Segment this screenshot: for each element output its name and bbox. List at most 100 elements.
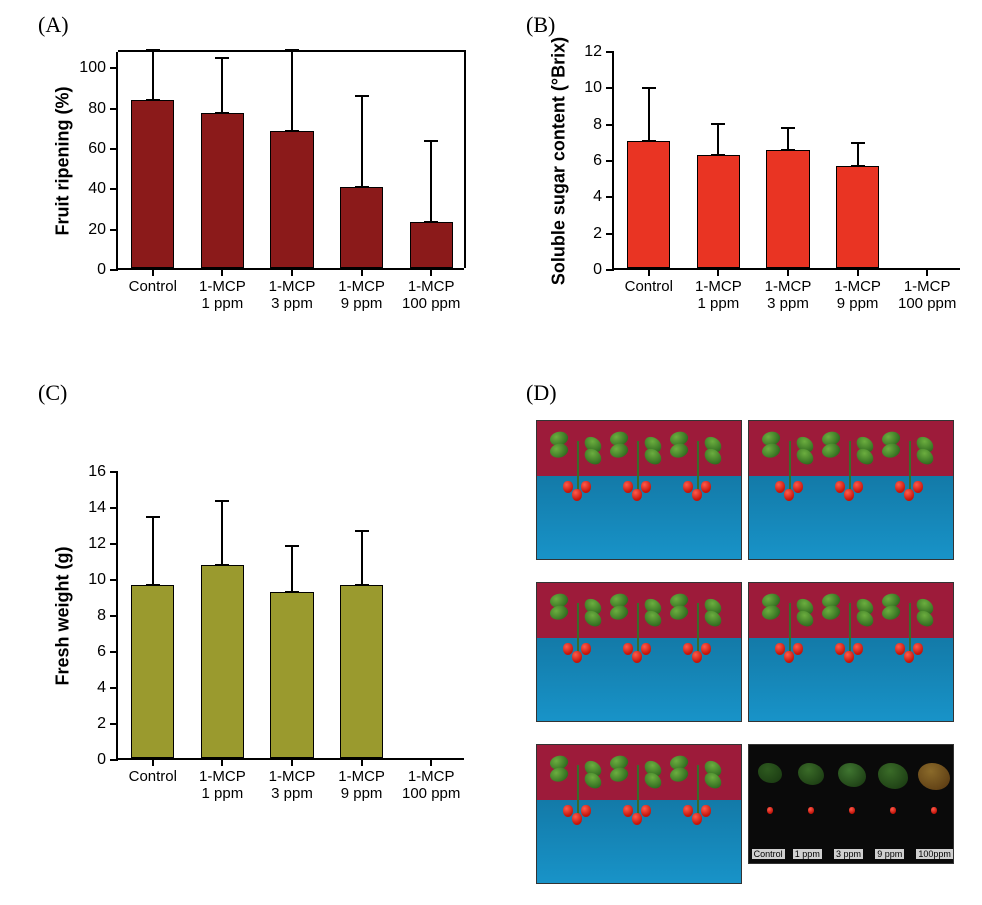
xtick-label: Control (129, 758, 177, 785)
error-cap (424, 221, 438, 223)
chart-b: 024681012Soluble sugar content (°Brix)Co… (612, 52, 960, 270)
error-cap (215, 112, 229, 114)
y-axis-label: Soluble sugar content (°Brix) (549, 37, 570, 285)
bar-group (131, 52, 174, 268)
y-axis-label: Fruit ripening (%) (53, 87, 74, 236)
xtick-label: 1-MCP 1 ppm (695, 268, 742, 313)
error-bar (430, 141, 432, 222)
xtick-label: 1-MCP 3 ppm (269, 268, 316, 313)
photo-plant: 9 ppm (748, 582, 954, 722)
error-cap (711, 123, 725, 125)
error-cap (285, 591, 299, 593)
error-cap (355, 186, 369, 188)
ytick-label: 10 (584, 79, 614, 97)
ytick-label: 8 (593, 116, 614, 134)
panel-a-label: (A) (38, 12, 69, 38)
figure-root: (A) 020406080100Fruit ripening (%)Contro… (0, 0, 982, 905)
panel-b-label: (B) (526, 12, 555, 38)
bar-group (340, 472, 383, 758)
ytick-label: 0 (97, 261, 118, 279)
bar (697, 155, 740, 268)
bar-group (131, 472, 174, 758)
error-bar (361, 531, 363, 585)
ytick-label: 6 (593, 152, 614, 170)
bar (766, 150, 809, 268)
ytick-label: 2 (97, 715, 118, 733)
error-cap (781, 127, 795, 129)
xtick-label: 1-MCP 1 ppm (199, 268, 246, 313)
panel-c-label: (C) (38, 380, 67, 406)
error-bar (648, 88, 650, 141)
bar-group (410, 472, 453, 758)
bar-group (836, 52, 879, 268)
bar (201, 113, 244, 268)
bar-group (270, 52, 313, 268)
error-cap (285, 49, 299, 51)
mini-label: 3 ppm (834, 849, 863, 859)
mini-label: 100ppm (916, 849, 953, 859)
error-bar (152, 50, 154, 100)
xtick-label: 1-MCP 9 ppm (338, 268, 385, 313)
mini-label: 9 ppm (875, 849, 904, 859)
xtick-label: Control (625, 268, 673, 295)
error-cap (215, 57, 229, 59)
xtick-label: 1-MCP 9 ppm (338, 758, 385, 803)
error-cap (424, 140, 438, 142)
error-cap (781, 149, 795, 151)
ytick-label: 80 (88, 100, 118, 118)
bar-group (201, 472, 244, 758)
bar (131, 585, 174, 758)
bar-group (201, 52, 244, 268)
bar-group (766, 52, 809, 268)
error-cap (146, 584, 160, 586)
xtick-label: 1-MCP 100 ppm (898, 268, 956, 313)
bar (131, 100, 174, 268)
ytick-label: 16 (88, 463, 118, 481)
bar (627, 141, 670, 268)
error-cap (146, 99, 160, 101)
ytick-label: 20 (88, 221, 118, 239)
ytick-label: 4 (97, 679, 118, 697)
bar-group (627, 52, 670, 268)
bar (340, 585, 383, 758)
xtick-label: 1-MCP 100 ppm (402, 268, 460, 313)
bar (340, 187, 383, 268)
ytick-label: 12 (584, 43, 614, 61)
xtick-label: 1-MCP 100 ppm (402, 758, 460, 803)
bar-group (697, 52, 740, 268)
error-cap (285, 545, 299, 547)
bar-group (270, 472, 313, 758)
error-cap (146, 516, 160, 518)
bar (836, 166, 879, 268)
ytick-label: 8 (97, 607, 118, 625)
error-cap (215, 564, 229, 566)
mini-label: 1 ppm (793, 849, 822, 859)
error-cap (851, 142, 865, 144)
bar-group (410, 52, 453, 268)
photo-plant: 1 ppm (748, 420, 954, 560)
error-cap (642, 87, 656, 89)
error-bar (221, 501, 223, 566)
error-cap (851, 165, 865, 167)
error-bar (717, 125, 719, 156)
photo-leaf-comparison: Control1 ppm3 ppm9 ppm100ppm (748, 744, 954, 864)
chart-a: 020406080100Fruit ripening (%)Control1-M… (116, 52, 464, 270)
error-bar (152, 517, 154, 585)
error-cap (642, 140, 656, 142)
error-bar (857, 143, 859, 167)
error-cap (355, 95, 369, 97)
chart-c: 0246810121416Fresh weight (g)Control1-MC… (116, 472, 464, 760)
ytick-label: 60 (88, 140, 118, 158)
ytick-label: 0 (593, 261, 614, 279)
ytick-label: 10 (88, 571, 118, 589)
error-bar (291, 546, 293, 593)
photo-plant: 3 ppm (536, 582, 742, 722)
bar-group (340, 52, 383, 268)
photo-plant: Control (536, 420, 742, 560)
error-cap (215, 500, 229, 502)
ytick-label: 12 (88, 535, 118, 553)
xtick-label: 1-MCP 3 ppm (765, 268, 812, 313)
bar (201, 565, 244, 758)
error-bar (361, 96, 363, 187)
error-bar (787, 128, 789, 150)
